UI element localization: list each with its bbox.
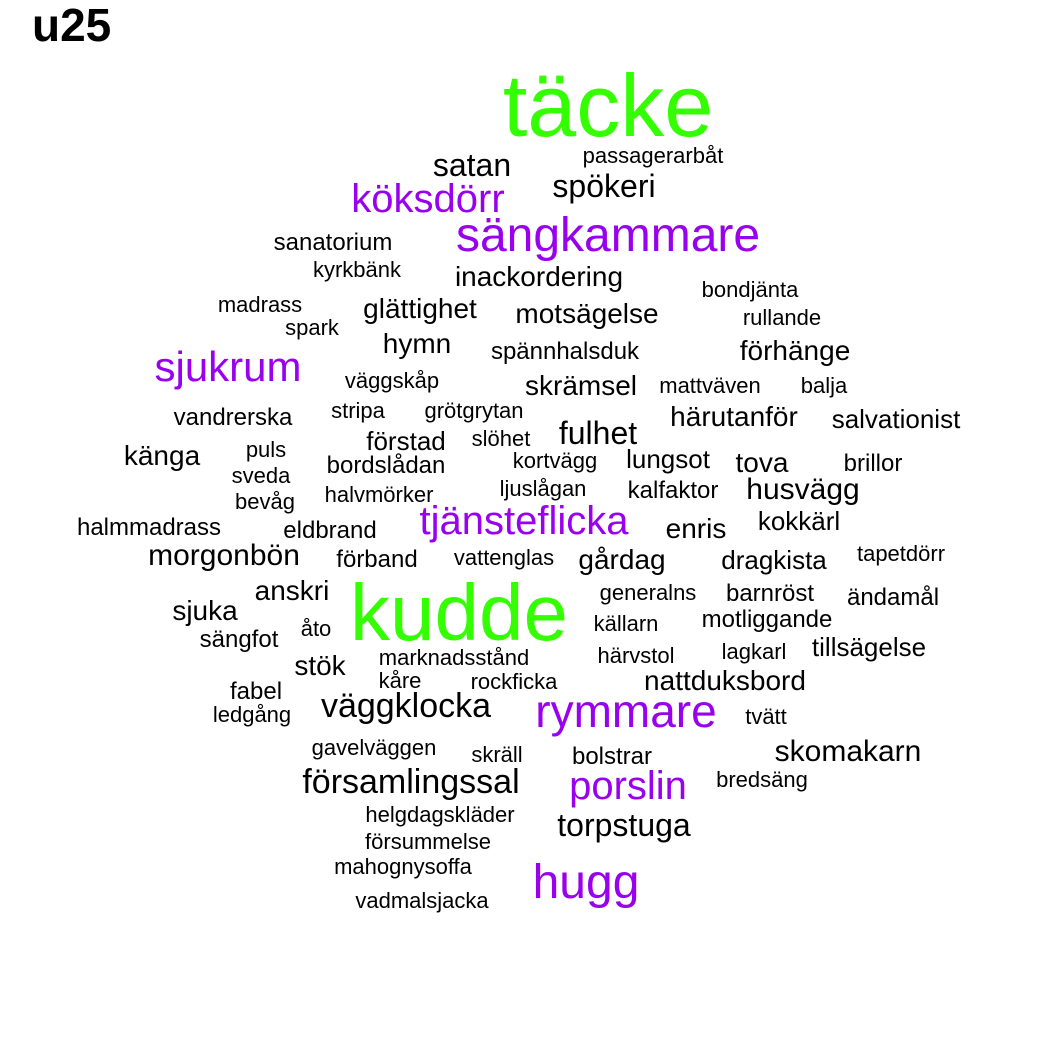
cloud-word-vadmalsjacka: vadmalsjacka bbox=[355, 888, 489, 913]
cloud-word-kanga: känga bbox=[123, 440, 201, 471]
cloud-word-bevag: bevåg bbox=[235, 489, 295, 514]
cloud-word-lungsot: lungsot bbox=[626, 444, 710, 474]
cloud-word-sjuka: sjuka bbox=[172, 595, 238, 626]
cloud-word-forband: förband bbox=[336, 546, 418, 573]
cloud-word-porslin: porslin bbox=[569, 764, 687, 808]
cloud-word-balja: balja bbox=[800, 373, 848, 398]
cloud-word-sangkammare: sängkammare bbox=[455, 209, 761, 262]
cloud-word-tjansteflicka: tjänsteflicka bbox=[419, 499, 629, 543]
cloud-word-sveda: sveda bbox=[231, 463, 291, 488]
cloud-word-spannhalsduk: spännhalsduk bbox=[490, 338, 640, 365]
cloud-word-skrall: skräll bbox=[471, 742, 523, 767]
cloud-word-lagkarl: lagkarl bbox=[721, 639, 787, 664]
cloud-word-eldbrand: eldbrand bbox=[283, 517, 377, 544]
cloud-word-husvagg: husvägg bbox=[746, 473, 860, 506]
cloud-word-brillor: brillor bbox=[843, 450, 903, 477]
cloud-word-satan: satan bbox=[432, 147, 512, 183]
cloud-word-motliggande: motliggande bbox=[701, 606, 833, 633]
cloud-word-harvstol: härvstol bbox=[597, 643, 675, 668]
cloud-word-sanatorium: sanatorium bbox=[273, 229, 393, 256]
cloud-word-bondjanta: bondjänta bbox=[701, 277, 799, 302]
cloud-word-ato: åto bbox=[300, 616, 332, 641]
cloud-word-slohet: slöhet bbox=[471, 426, 531, 451]
cloud-word-stripa: stripa bbox=[331, 398, 385, 423]
cloud-word-forstad: förstad bbox=[366, 426, 446, 456]
cloud-word-spark: spark bbox=[285, 315, 339, 340]
cloud-word-enris: enris bbox=[665, 513, 727, 544]
cloud-word-kallarn: källarn bbox=[593, 611, 659, 636]
cloud-word-puls: puls bbox=[245, 437, 287, 462]
cloud-word-barnrost: barnröst bbox=[725, 580, 815, 607]
cloud-word-ljuslagan: ljuslågan bbox=[499, 476, 587, 501]
cloud-word-kokkarl: kokkärl bbox=[757, 506, 841, 536]
cloud-word-inackordering: inackordering bbox=[454, 261, 624, 292]
cloud-word-vandrerska: vandrerska bbox=[173, 404, 293, 431]
cloud-word-fulhet: fulhet bbox=[558, 415, 638, 451]
cloud-word-hymn: hymn bbox=[382, 328, 452, 359]
cloud-word-gavelvaggen: gavelväggen bbox=[311, 735, 437, 760]
cloud-word-vaggklocka: väggklocka bbox=[320, 687, 492, 725]
cloud-word-halmmadrass: halmmadrass bbox=[76, 514, 222, 541]
cloud-word-kare: kåre bbox=[378, 668, 422, 693]
cloud-word-hugg: hugg bbox=[532, 856, 640, 909]
cloud-word-tillsagelse: tillsägelse bbox=[811, 632, 927, 662]
cloud-word-marknadsstand: marknadsstånd bbox=[378, 645, 530, 670]
cloud-word-spokeri: spökeri bbox=[552, 168, 656, 204]
cloud-word-nattduksbord: nattduksbord bbox=[644, 665, 806, 696]
cloud-word-vattenglas: vattenglas bbox=[453, 545, 555, 570]
cloud-word-salvationist: salvationist bbox=[831, 404, 961, 434]
cloud-word-torpstuga: torpstuga bbox=[557, 807, 691, 843]
cloud-word-glattighet: glättighet bbox=[363, 293, 477, 324]
cloud-word-tacke: täcke bbox=[502, 56, 714, 155]
cloud-word-sangfot: sängfot bbox=[199, 626, 279, 653]
cloud-word-rullande: rullande bbox=[742, 305, 822, 330]
cloud-word-generalns: generalns bbox=[599, 580, 697, 605]
cloud-word-ledgang: ledgång bbox=[212, 702, 292, 727]
cloud-word-forsummelse: försummelse bbox=[365, 829, 491, 854]
cloud-word-rymmare: rymmare bbox=[535, 685, 717, 737]
cloud-word-fabel: fabel bbox=[229, 678, 283, 705]
cloud-title: u25 bbox=[32, 0, 112, 51]
cloud-word-stok: stök bbox=[294, 650, 346, 681]
cloud-word-mahognysoffa: mahognysoffa bbox=[334, 854, 472, 879]
cloud-word-skomakarn: skomakarn bbox=[774, 735, 922, 768]
cloud-word-halvmorker: halvmörker bbox=[324, 482, 434, 507]
cloud-word-morgonbon: morgonbön bbox=[148, 539, 300, 572]
cloud-word-anskri: anskri bbox=[254, 575, 330, 606]
cloud-word-mattvaven: mattväven bbox=[659, 373, 761, 398]
cloud-word-tvatt: tvätt bbox=[745, 704, 787, 729]
cloud-word-vaggskap: väggskåp bbox=[344, 368, 440, 393]
cloud-word-tova: tova bbox=[735, 447, 789, 478]
cloud-word-tapetdorr: tapetdörr bbox=[856, 541, 946, 566]
cloud-word-helgdagsklader: helgdagskläder bbox=[365, 802, 515, 827]
cloud-word-andamal: ändamål bbox=[846, 584, 940, 611]
cloud-word-forsamlingssal: församlingssal bbox=[302, 763, 520, 801]
cloud-word-koksdorr: köksdörr bbox=[351, 177, 505, 221]
cloud-word-rockficka: rockficka bbox=[470, 669, 558, 694]
cloud-word-kalfaktor: kalfaktor bbox=[627, 477, 719, 504]
cloud-word-bredsang: bredsäng bbox=[716, 767, 808, 792]
cloud-word-passagerarbat: passagerarbåt bbox=[582, 143, 724, 168]
cloud-word-motsagelse: motsägelse bbox=[515, 298, 659, 329]
cloud-word-kyrkbank: kyrkbänk bbox=[312, 257, 402, 282]
cloud-word-grotgrytan: grötgrytan bbox=[424, 398, 524, 423]
cloud-word-bordsladan: bordslådan bbox=[326, 452, 446, 479]
cloud-word-forhange: förhänge bbox=[739, 335, 851, 366]
cloud-word-skramsel: skrämsel bbox=[524, 370, 638, 401]
cloud-word-madrass: madrass bbox=[217, 292, 303, 317]
cloud-word-harutanfor: härutanför bbox=[670, 401, 798, 432]
cloud-word-dragkista: dragkista bbox=[721, 545, 827, 575]
cloud-word-sjukrum: sjukrum bbox=[154, 343, 302, 390]
cloud-word-gardag: gårdag bbox=[578, 544, 666, 575]
cloud-word-kudde: kudde bbox=[350, 568, 568, 657]
cloud-word-kortvagg: kortvägg bbox=[512, 448, 598, 473]
cloud-word-bolstrar: bolstrar bbox=[571, 743, 653, 770]
